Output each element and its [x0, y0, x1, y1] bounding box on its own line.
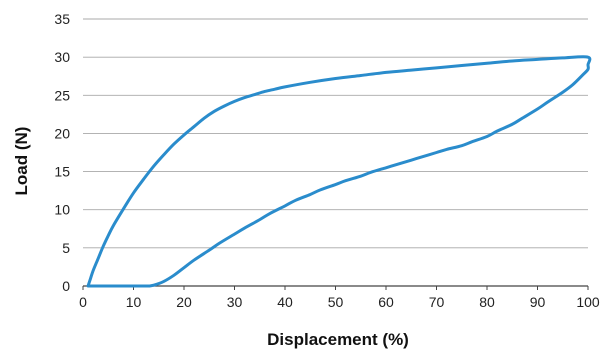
x-tick-label-100: 100 [576, 294, 600, 310]
x-tick-label-50: 50 [328, 294, 344, 310]
x-tick-label-90: 90 [530, 294, 546, 310]
x-tick-label-70: 70 [429, 294, 445, 310]
x-tick-label-20: 20 [176, 294, 192, 310]
y-tick-label-20: 20 [54, 125, 70, 141]
y-tick-label-30: 30 [54, 49, 70, 65]
x-tick-label-60: 60 [378, 294, 394, 310]
grid [83, 18, 588, 287]
series-layer [86, 55, 592, 288]
y-axis-title: Load (N) [12, 127, 31, 196]
x-tick-label-40: 40 [277, 294, 293, 310]
x-tick-label-30: 30 [227, 294, 243, 310]
x-tick-label-10: 10 [126, 294, 142, 310]
x-axis-title: Displacement (%) [267, 330, 409, 349]
y-tick-label-10: 10 [54, 202, 70, 218]
x-axis-ticks: 0 10 20 30 40 50 60 70 80 90 100 [79, 286, 600, 310]
y-tick-label-0: 0 [62, 278, 70, 294]
y-tick-label-15: 15 [54, 164, 70, 180]
y-tick-label-5: 5 [62, 240, 70, 256]
series-line-0 [86, 55, 592, 288]
y-tick-label-35: 35 [54, 11, 70, 27]
y-axis-ticks: 0 5 10 15 20 25 30 35 [54, 11, 70, 294]
x-tick-label-0: 0 [79, 294, 87, 310]
y-tick-label-25: 25 [54, 87, 70, 103]
x-tick-label-80: 80 [479, 294, 495, 310]
